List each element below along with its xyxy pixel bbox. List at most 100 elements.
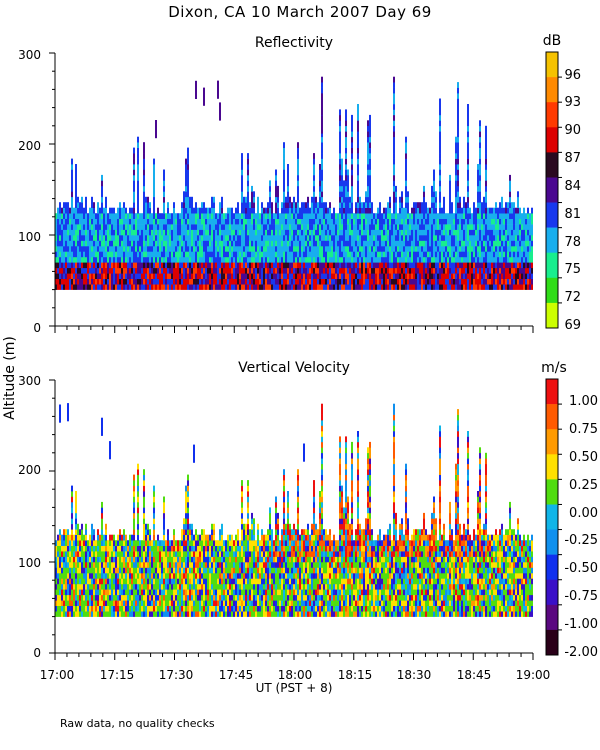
heatmap-cell [515,235,517,241]
heatmap-cell [333,251,335,258]
heatmap-cell [71,578,73,585]
heatmap-cell [257,245,259,252]
heatmap-cell [227,207,229,214]
heatmap-cell [211,202,213,208]
heatmap-cell [59,245,61,252]
heatmap-cell [441,245,443,252]
heatmap-cell [491,267,493,274]
heatmap-cell [267,202,269,208]
heatmap-cell [503,235,505,241]
heatmap-cell [523,278,525,285]
heatmap-cell [513,213,515,219]
heatmap-cell [527,273,529,279]
heatmap-cell [367,196,369,203]
heatmap-cell [433,191,435,198]
heatmap-cell [479,256,481,263]
heatmap-cell [213,284,215,290]
heatmap-cell [419,273,421,279]
heatmap-cell [71,485,73,492]
heatmap-cell [357,153,359,159]
heatmap-cell [519,251,521,258]
heatmap-cell [515,267,517,274]
heatmap-cell [209,278,211,285]
heatmap-cell [457,169,459,176]
heatmap-cell [73,278,75,285]
heatmap-cell [77,262,79,269]
heatmap-cell [57,229,59,236]
heatmap-cell [107,551,109,557]
heatmap-cell [311,256,313,263]
heatmap-cell [457,229,459,236]
heatmap-cell [241,229,243,236]
heatmap-cell [129,213,131,219]
heatmap-cell [373,278,375,285]
heatmap-cell [185,240,187,247]
heatmap-cell [369,142,371,148]
heatmap-cell [71,229,73,236]
heatmap-cell [397,278,399,285]
heatmap-cell [349,278,351,285]
heatmap-cell [131,218,133,225]
heatmap-cell [85,589,87,596]
heatmap-cell [371,284,373,290]
heatmap-cell [269,235,271,241]
heatmap-cell [117,273,119,279]
heatmap-cell [285,229,287,236]
heatmap-cell [467,218,469,225]
heatmap-cell [243,267,245,274]
heatmap-cell [313,218,315,225]
heatmap-cell [85,551,87,557]
heatmap-cell [189,196,191,203]
heatmap-cell [71,562,73,568]
heatmap-cell [143,251,145,258]
heatmap-cell [217,284,219,290]
heatmap-cell [369,256,371,263]
heatmap-cell [395,256,397,263]
heatmap-cell [307,224,309,230]
heatmap-cell [117,278,119,285]
heatmap-cell [137,507,139,514]
heatmap-cell [87,229,89,236]
heatmap-cell [517,240,519,247]
heatmap-cell [81,567,83,574]
heatmap-cell [317,251,319,258]
heatmap-cell [517,213,519,219]
heatmap-cell [531,267,533,274]
heatmap-cell [195,213,197,219]
heatmap-cell [231,218,233,225]
heatmap-cell [257,251,259,258]
heatmap-cell [139,229,141,236]
heatmap-cell [289,229,291,236]
velocity-heatmap [55,403,533,617]
heatmap-cell [527,218,529,225]
heatmap-cell [127,589,129,596]
heatmap-cell [293,196,295,203]
heatmap-cell [247,218,249,225]
heatmap-cell [129,572,131,579]
heatmap-cell [433,185,435,192]
heatmap-cell [143,191,145,198]
heatmap-cell [395,218,397,225]
heatmap-cell [107,562,109,568]
heatmap-cell [457,191,459,198]
heatmap-cell [341,256,343,263]
heatmap-cell [105,540,107,546]
heatmap-cell [467,207,469,214]
heatmap-cell [121,267,123,274]
heatmap-cell [475,235,477,241]
heatmap-cell [137,572,139,579]
heatmap-cell [469,207,471,214]
heatmap-cell [113,284,115,290]
heatmap-cell [347,245,349,252]
heatmap-cell [369,196,371,203]
heatmap-cell [65,611,67,617]
heatmap-cell [219,284,221,290]
heatmap-cell [347,262,349,269]
heatmap-cell [135,545,137,552]
heatmap-cell [521,267,523,274]
heatmap-cell [443,207,445,214]
heatmap-cell [227,256,229,263]
heatmap-cell [69,213,71,219]
heatmap-cell [519,229,521,236]
heatmap-cell [439,229,441,236]
